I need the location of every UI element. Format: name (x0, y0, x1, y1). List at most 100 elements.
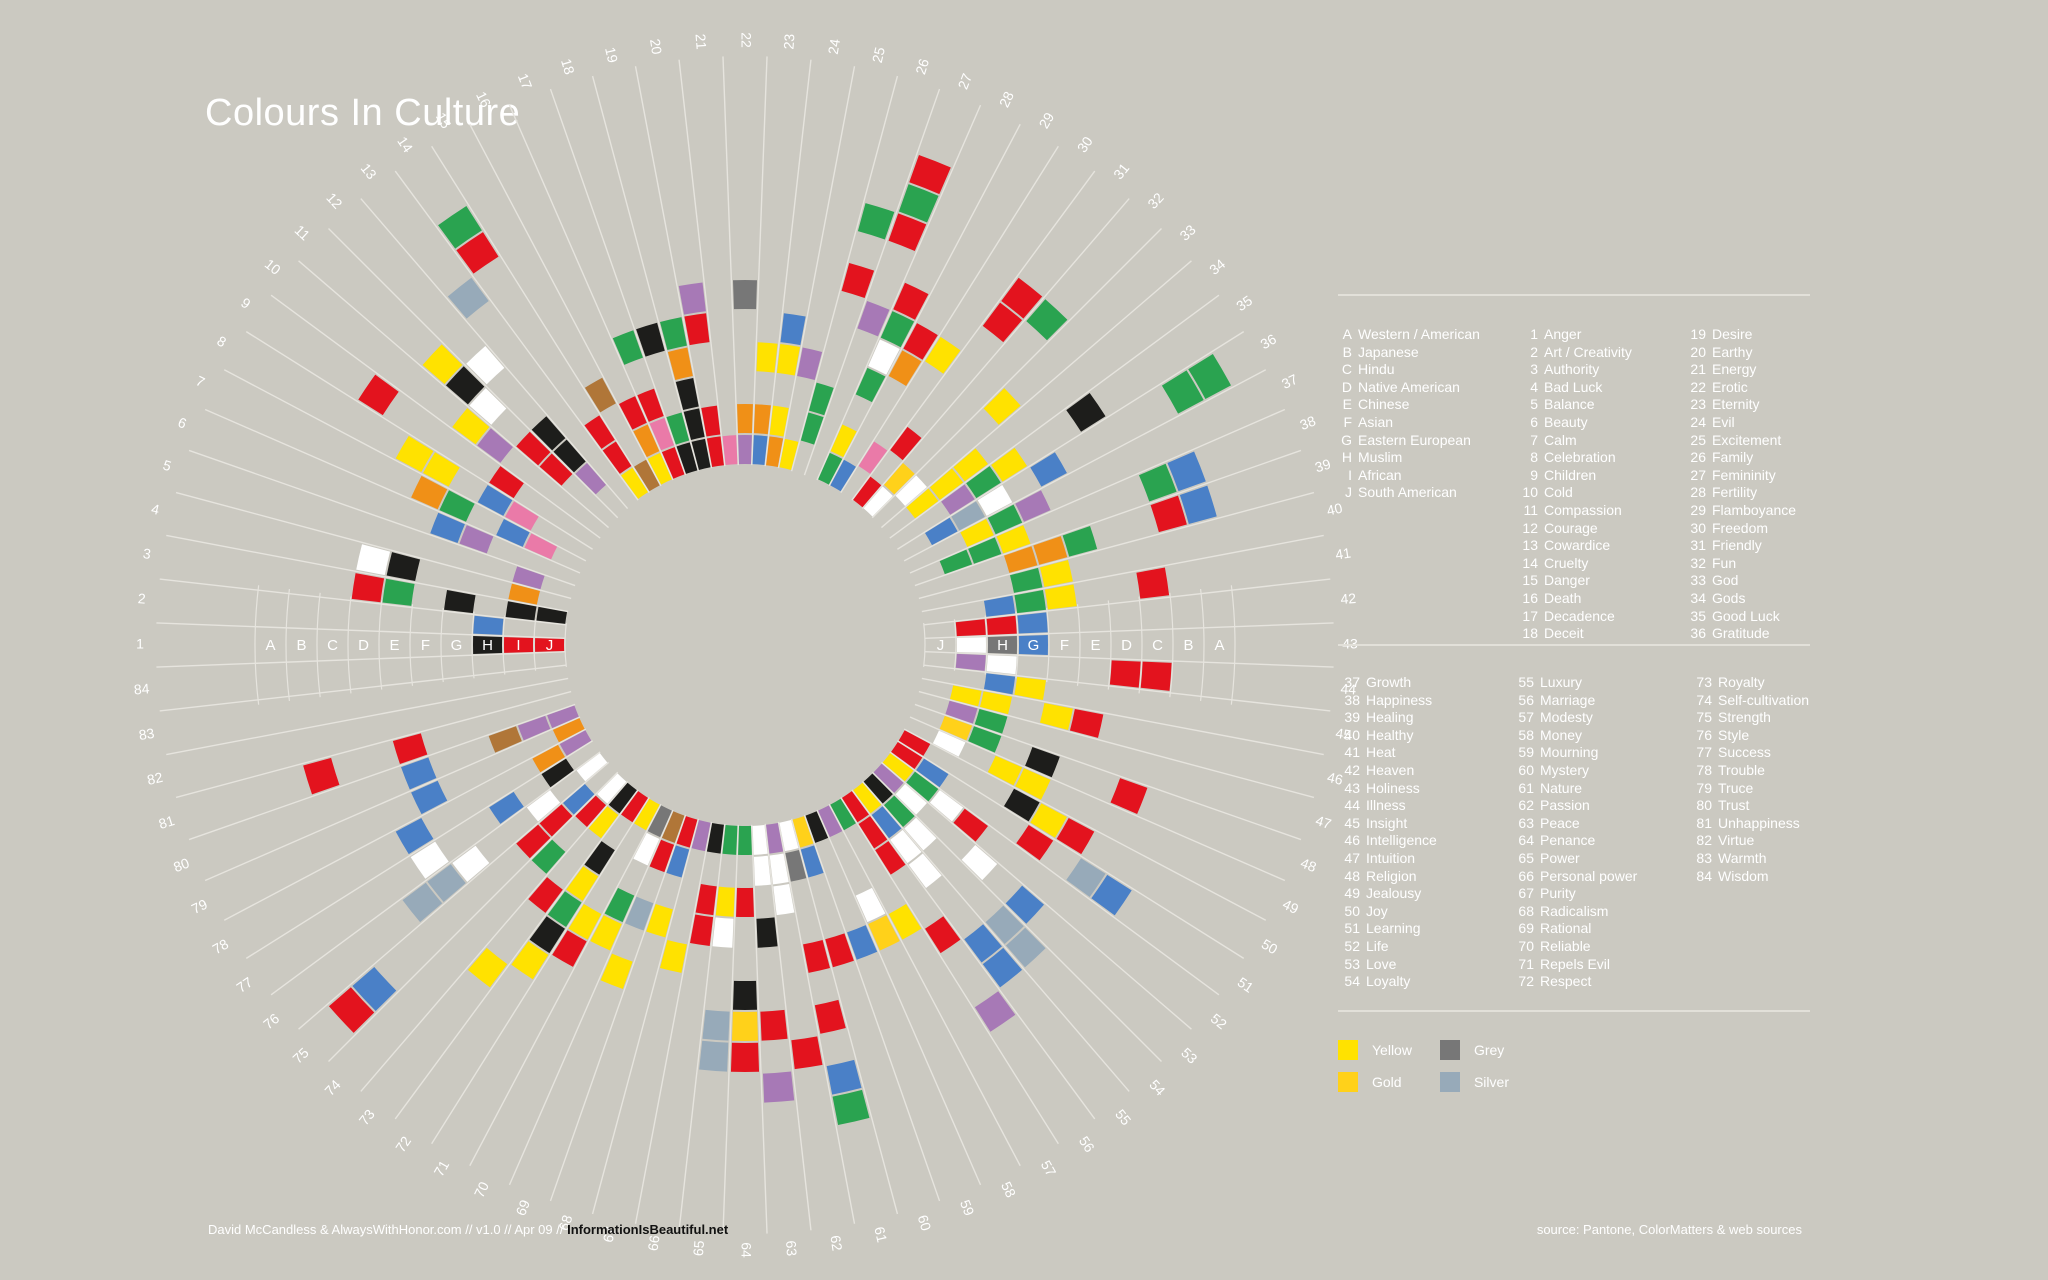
meaning-number-label: 79 (189, 896, 210, 917)
spoke-line (159, 578, 567, 626)
legend-key: 53 (1344, 955, 1360, 972)
spoke-line (188, 449, 576, 587)
meaning-number-label: 33 (1176, 221, 1198, 243)
color-cell (534, 638, 565, 652)
color-cell (675, 377, 699, 411)
legend-key: 81 (1696, 814, 1712, 831)
legend-label: Penance (1540, 832, 1596, 849)
color-cell (939, 549, 973, 575)
legend-label: Warmth (1718, 849, 1767, 866)
color-cell (402, 882, 443, 923)
color-cell (830, 424, 857, 458)
legend-entry: 21 Energy (1684, 361, 1810, 379)
culture-ring (1107, 600, 1112, 690)
legend-key: 18 (1522, 625, 1538, 642)
spoke-line (394, 170, 639, 501)
color-cell (504, 637, 534, 653)
color-cell (459, 525, 494, 554)
legend-entry: 35 Good Luck (1684, 608, 1810, 626)
meaning-number-label: 47 (1314, 812, 1334, 832)
legend-entry: 69 Rational (1512, 920, 1690, 938)
color-cell (584, 377, 616, 413)
meaning-number-label: 77 (233, 974, 255, 996)
legend-label: Jealousy (1366, 885, 1422, 902)
color-cell (753, 404, 771, 435)
meaning-number-label: 11 (292, 222, 314, 244)
footer-site-link[interactable]: InformationIsBeautiful.net (567, 1222, 729, 1237)
color-cell (925, 916, 961, 954)
legend-entry: J South American (1338, 484, 1516, 502)
color-cell (528, 877, 563, 913)
spoke-line (924, 622, 1334, 639)
spoke-line (909, 408, 1286, 574)
culture-letter-left: I (516, 637, 520, 654)
meaning-number-label: 64 (738, 1242, 754, 1258)
meaning-number-label: 5 (161, 457, 173, 475)
spoke-line (270, 751, 601, 996)
legend-entry: 12 Courage (1516, 520, 1684, 538)
color-cell (738, 435, 752, 465)
spoke-line (159, 664, 567, 712)
legend-key: D (1341, 378, 1352, 395)
color-cell (395, 435, 434, 473)
legend-key: 50 (1344, 902, 1360, 919)
meaning-number-label: 59 (957, 1198, 978, 1219)
color-cell (625, 896, 654, 931)
meaning-number-label: 62 (827, 1234, 845, 1252)
spoke-line (840, 145, 1059, 493)
color-key-col-2: Grey Silver (1439, 1040, 1509, 1104)
legend-entry: 67 Purity (1512, 885, 1690, 903)
legend-label: Authority (1544, 361, 1600, 378)
color-cell (945, 700, 978, 724)
color-cell (983, 673, 1016, 695)
color-cell (868, 339, 900, 375)
legend-key: 82 (1696, 832, 1712, 849)
meaning-number-label: 60 (915, 1213, 935, 1233)
legend-top-columns: A Western / American B Japanese C Hindu D Nativ… (1338, 326, 1810, 644)
legend-key: 52 (1344, 937, 1360, 954)
meaning-number-label: 7 (193, 372, 207, 390)
legend-entry: 15 Danger (1516, 572, 1684, 590)
legend-entry: 2 Art / Creativity (1516, 344, 1684, 362)
color-cell (568, 903, 602, 940)
legend-entry: C Hindu (1338, 361, 1516, 379)
legend-key: 40 (1344, 726, 1360, 743)
culture-letter-right: C (1152, 637, 1163, 654)
color-cell (1161, 370, 1204, 414)
legend-entry: 68 Radicalism (1512, 903, 1690, 921)
legend-key: 43 (1344, 779, 1360, 796)
color-cell (646, 904, 673, 938)
legend-key: 29 (1690, 501, 1706, 518)
legend-label: Unhappiness (1718, 814, 1800, 831)
meaning-number-label: 3 (142, 545, 152, 562)
legend-label: Mystery (1540, 761, 1589, 778)
legend-label: Self-cultivation (1718, 691, 1810, 708)
color-cell (893, 282, 929, 320)
meaning-number-label: 25 (869, 45, 888, 64)
spoke-line (188, 703, 576, 841)
legend-key: 62 (1518, 797, 1534, 814)
spoke-line (851, 789, 1096, 1120)
color-cell (666, 412, 690, 445)
legend-key: 49 (1344, 885, 1360, 902)
legend-label: Life (1366, 937, 1389, 954)
color-cell (699, 1040, 729, 1072)
color-cell (825, 933, 854, 968)
culture-ring (378, 600, 383, 690)
legend-label: Virtue (1718, 832, 1755, 849)
legend-entry: 36 Gratitude (1684, 625, 1810, 643)
culture-letter-left: G (451, 637, 463, 654)
spoke-line (431, 145, 650, 493)
color-cell (826, 1059, 862, 1095)
meaning-number-label: 56 (1076, 1133, 1098, 1155)
legend-key: 7 (1530, 431, 1538, 448)
color-cell (489, 791, 524, 824)
color-cell (1066, 858, 1106, 898)
color-cell (737, 404, 753, 434)
color-cell (908, 853, 942, 888)
legend-label: Compassion (1544, 501, 1622, 518)
legend-key: 13 (1522, 537, 1538, 554)
culture-letter-left: E (389, 637, 399, 654)
legend-entry: A Western / American (1338, 326, 1516, 344)
color-cell (776, 344, 800, 376)
